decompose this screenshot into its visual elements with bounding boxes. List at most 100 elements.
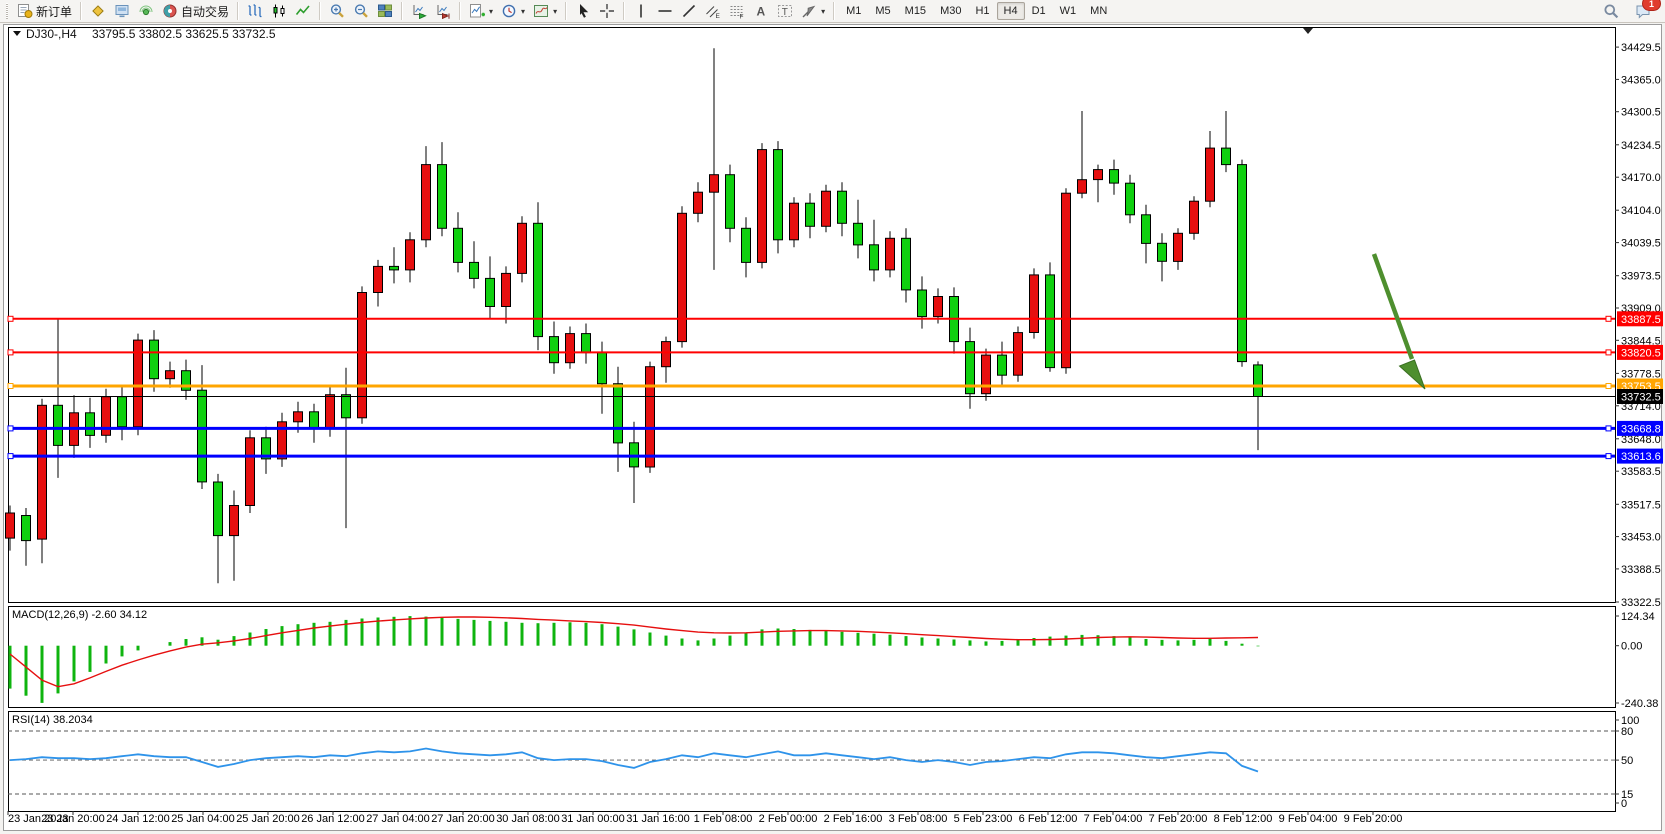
signals-button[interactable] <box>134 0 158 22</box>
time-tick-label: 7 Feb 20:00 <box>1149 813 1208 825</box>
notifications-button[interactable]: 1 <box>1631 0 1661 22</box>
new-order-label: 新订单 <box>36 4 73 19</box>
price-tick-label: 33778.5 <box>1621 368 1661 380</box>
periods-button[interactable]: ▾ <box>497 0 529 22</box>
macd-panel[interactable] <box>8 606 1616 708</box>
signals-icon <box>139 5 153 16</box>
search-button[interactable] <box>1599 0 1623 22</box>
line-anchor[interactable] <box>7 453 14 460</box>
candle <box>901 237 911 291</box>
line-anchor[interactable] <box>1605 453 1612 460</box>
time-tick-label: 27 Jan 20:00 <box>431 813 495 825</box>
add-indicator-icon <box>470 4 486 18</box>
arrow-annotation[interactable] <box>1371 253 1426 390</box>
object-marker-icon[interactable] <box>1303 28 1313 34</box>
shapes-button[interactable]: ▾ <box>797 0 829 22</box>
dropdown-caret-icon[interactable]: ▾ <box>489 6 494 16</box>
candle <box>677 212 687 343</box>
candle <box>469 261 479 279</box>
fibonacci-button[interactable]: F <box>725 0 749 22</box>
timeframe-D1-button[interactable]: D1 <box>1031 5 1046 17</box>
timeframe-M15-button[interactable]: M15 <box>904 5 927 17</box>
timeframe-H4-button[interactable]: H4 <box>996 2 1025 20</box>
line-anchor[interactable] <box>1605 383 1612 389</box>
price-line-tag-label: 33887.5 <box>1621 314 1661 326</box>
svg-text:E: E <box>716 13 721 19</box>
candle <box>1237 164 1247 363</box>
timeframe-MN-button[interactable]: MN <box>1090 5 1108 17</box>
crosshair-icon <box>600 4 615 18</box>
rsi-axis-label: 100 <box>1621 715 1639 727</box>
terminal-button[interactable] <box>110 0 134 22</box>
line-anchor[interactable] <box>1605 349 1612 356</box>
templates-button[interactable]: ▾ <box>529 0 561 22</box>
candle <box>1221 147 1231 166</box>
symbol-dropdown-icon[interactable] <box>13 31 21 36</box>
vertical-line-button[interactable] <box>629 0 653 22</box>
timeframe-M5-button[interactable]: M5 <box>875 5 891 17</box>
candle <box>533 222 543 338</box>
horizontal-line-button[interactable] <box>653 0 677 22</box>
rsi-panel[interactable] <box>8 711 1616 812</box>
autotrade-icon <box>163 4 177 18</box>
timeframe-M30-button[interactable]: M30 <box>940 5 962 17</box>
autotrade-button[interactable]: 自动交易 <box>158 0 233 22</box>
dropdown-caret-icon[interactable]: ▾ <box>521 6 526 16</box>
candle <box>293 411 303 423</box>
trendline-button[interactable] <box>677 0 701 22</box>
candlestick-chart-button[interactable] <box>267 0 291 22</box>
rsi-label: RSI(14) 38.2034 <box>12 714 93 726</box>
candle <box>1157 242 1167 262</box>
candle <box>725 174 735 229</box>
dropdown-caret-icon[interactable]: ▾ <box>821 6 826 16</box>
time-tick-label: 2 Feb 16:00 <box>824 813 883 825</box>
price-axis[interactable]: 34429.5 34365.0 34300.5 34234.5 34170.0 34104… <box>1615 42 1663 609</box>
equidistant-channel-button[interactable]: E <box>701 0 725 22</box>
line-anchor[interactable] <box>7 349 14 356</box>
add-indicator-button[interactable]: ▾ <box>465 0 497 22</box>
price-line-tag <box>1617 344 1663 360</box>
price-line-33668.8[interactable] <box>7 425 1615 432</box>
candle <box>997 354 1007 376</box>
zoom-in-button[interactable] <box>325 0 349 22</box>
market-box-button[interactable] <box>86 0 110 22</box>
chart-shift-button[interactable] <box>431 0 455 22</box>
timeframe-M1-button[interactable]: M1 <box>846 5 862 17</box>
candle <box>597 352 607 385</box>
main-plot[interactable] <box>8 27 1616 603</box>
cursor-button[interactable] <box>571 0 595 22</box>
candle <box>869 244 879 271</box>
chart-canvas[interactable]: DJ30-,H4 33795.5 33802.5 33625.5 33732.5 3… <box>0 23 1665 834</box>
tile-windows-button[interactable] <box>373 0 397 22</box>
candle <box>917 289 927 318</box>
bar-chart-button[interactable] <box>243 0 267 22</box>
price-line-33820.5[interactable] <box>7 349 1615 356</box>
candle <box>261 437 271 460</box>
timeframe-H1-button[interactable]: H1 <box>975 5 990 17</box>
candle <box>373 265 383 293</box>
zoom-out-button[interactable] <box>349 0 373 22</box>
line-anchor[interactable] <box>1605 315 1612 322</box>
line-anchor[interactable] <box>7 315 14 322</box>
text-label-icon: T <box>778 5 793 18</box>
line-chart-button[interactable] <box>291 0 315 22</box>
price-line-33753.5[interactable] <box>7 383 1615 389</box>
dropdown-caret-icon[interactable]: ▾ <box>553 6 558 16</box>
new-order-button[interactable]: 新订单 <box>13 0 76 22</box>
timeframe-W1-button[interactable]: W1 <box>1059 5 1077 17</box>
toolbar-separator <box>833 2 836 20</box>
price-line-33613.6[interactable] <box>7 453 1615 460</box>
line-anchor[interactable] <box>7 383 14 389</box>
time-tick-label: 6 Feb 12:00 <box>1019 813 1078 825</box>
auto-scroll-button[interactable] <box>407 0 431 22</box>
candle <box>1125 182 1135 216</box>
text-button[interactable]: A <box>749 0 773 22</box>
text-label-button[interactable]: T <box>773 0 797 22</box>
time-tick-label: 25 Jan 04:00 <box>171 813 235 825</box>
price-line-33887.5[interactable] <box>7 315 1615 322</box>
crosshair-button[interactable] <box>595 0 619 22</box>
line-anchor[interactable] <box>7 425 14 432</box>
line-anchor[interactable] <box>1605 425 1612 432</box>
candle <box>933 296 943 318</box>
